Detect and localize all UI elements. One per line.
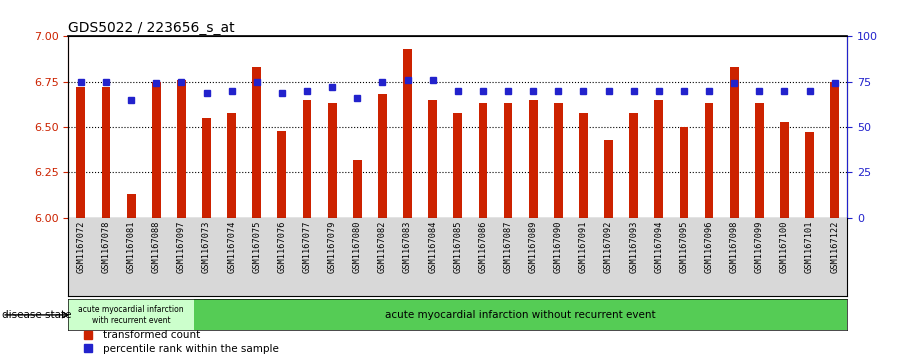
- Text: GSM1167088: GSM1167088: [152, 220, 160, 273]
- Bar: [830, 82, 839, 218]
- Bar: [579, 113, 588, 218]
- Text: acute myocardial infarction without recurrent event: acute myocardial infarction without recu…: [385, 310, 656, 320]
- Bar: [152, 82, 160, 218]
- Bar: [730, 67, 739, 218]
- Text: GSM1167073: GSM1167073: [202, 220, 211, 273]
- Bar: [554, 103, 563, 218]
- Text: GDS5022 / 223656_s_at: GDS5022 / 223656_s_at: [68, 21, 235, 35]
- Bar: [278, 131, 286, 218]
- Text: GSM1167094: GSM1167094: [654, 220, 663, 273]
- Bar: [252, 67, 261, 218]
- Text: GSM1167098: GSM1167098: [730, 220, 739, 273]
- Bar: [328, 103, 336, 218]
- Bar: [227, 113, 236, 218]
- Bar: [378, 94, 387, 218]
- Text: GSM1167076: GSM1167076: [277, 220, 286, 273]
- Text: GSM1167081: GSM1167081: [127, 220, 136, 273]
- Bar: [102, 87, 110, 218]
- Text: GSM1167090: GSM1167090: [554, 220, 563, 273]
- Bar: [127, 194, 136, 218]
- Bar: [630, 113, 638, 218]
- Bar: [428, 100, 437, 218]
- Text: acute myocardial infarction
with recurrent event: acute myocardial infarction with recurre…: [78, 305, 184, 325]
- Text: GSM1167072: GSM1167072: [77, 220, 86, 273]
- Text: GSM1167086: GSM1167086: [478, 220, 487, 273]
- Bar: [404, 49, 412, 218]
- Bar: [202, 118, 211, 218]
- Bar: [353, 160, 362, 218]
- Text: GSM1167093: GSM1167093: [630, 220, 639, 273]
- Text: GSM1167092: GSM1167092: [604, 220, 613, 273]
- Bar: [755, 103, 763, 218]
- Bar: [680, 127, 689, 218]
- Text: GSM1167100: GSM1167100: [780, 220, 789, 273]
- Text: GSM1167075: GSM1167075: [252, 220, 261, 273]
- Text: GSM1167096: GSM1167096: [704, 220, 713, 273]
- Text: GSM1167079: GSM1167079: [328, 220, 337, 273]
- Text: GSM1167083: GSM1167083: [403, 220, 412, 273]
- Text: GSM1167077: GSM1167077: [302, 220, 312, 273]
- Bar: [454, 113, 462, 218]
- Bar: [504, 103, 512, 218]
- Bar: [528, 100, 537, 218]
- Text: GSM1167082: GSM1167082: [378, 220, 387, 273]
- Bar: [805, 132, 814, 218]
- Bar: [177, 80, 186, 218]
- Legend: transformed count, percentile rank within the sample: transformed count, percentile rank withi…: [74, 326, 282, 358]
- Bar: [704, 103, 713, 218]
- Bar: [302, 100, 312, 218]
- Text: GSM1167087: GSM1167087: [504, 220, 513, 273]
- Bar: [77, 87, 86, 218]
- Text: GSM1167097: GSM1167097: [177, 220, 186, 273]
- Text: disease state: disease state: [2, 310, 71, 320]
- Bar: [478, 103, 487, 218]
- Bar: [604, 140, 613, 218]
- Text: GSM1167101: GSM1167101: [805, 220, 814, 273]
- Bar: [654, 100, 663, 218]
- Text: GSM1167080: GSM1167080: [353, 220, 362, 273]
- Text: GSM1167095: GSM1167095: [680, 220, 689, 273]
- Text: GSM1167089: GSM1167089: [528, 220, 537, 273]
- Text: GSM1167074: GSM1167074: [227, 220, 236, 273]
- Text: GSM1167078: GSM1167078: [101, 220, 110, 273]
- Bar: [68, 299, 194, 330]
- Text: GSM1167099: GSM1167099: [755, 220, 763, 273]
- Text: GSM1167085: GSM1167085: [454, 220, 462, 273]
- Text: GSM1167084: GSM1167084: [428, 220, 437, 273]
- Text: GSM1167091: GSM1167091: [578, 220, 588, 273]
- Bar: [194, 299, 847, 330]
- Text: GSM1167122: GSM1167122: [830, 220, 839, 273]
- Bar: [780, 122, 789, 218]
